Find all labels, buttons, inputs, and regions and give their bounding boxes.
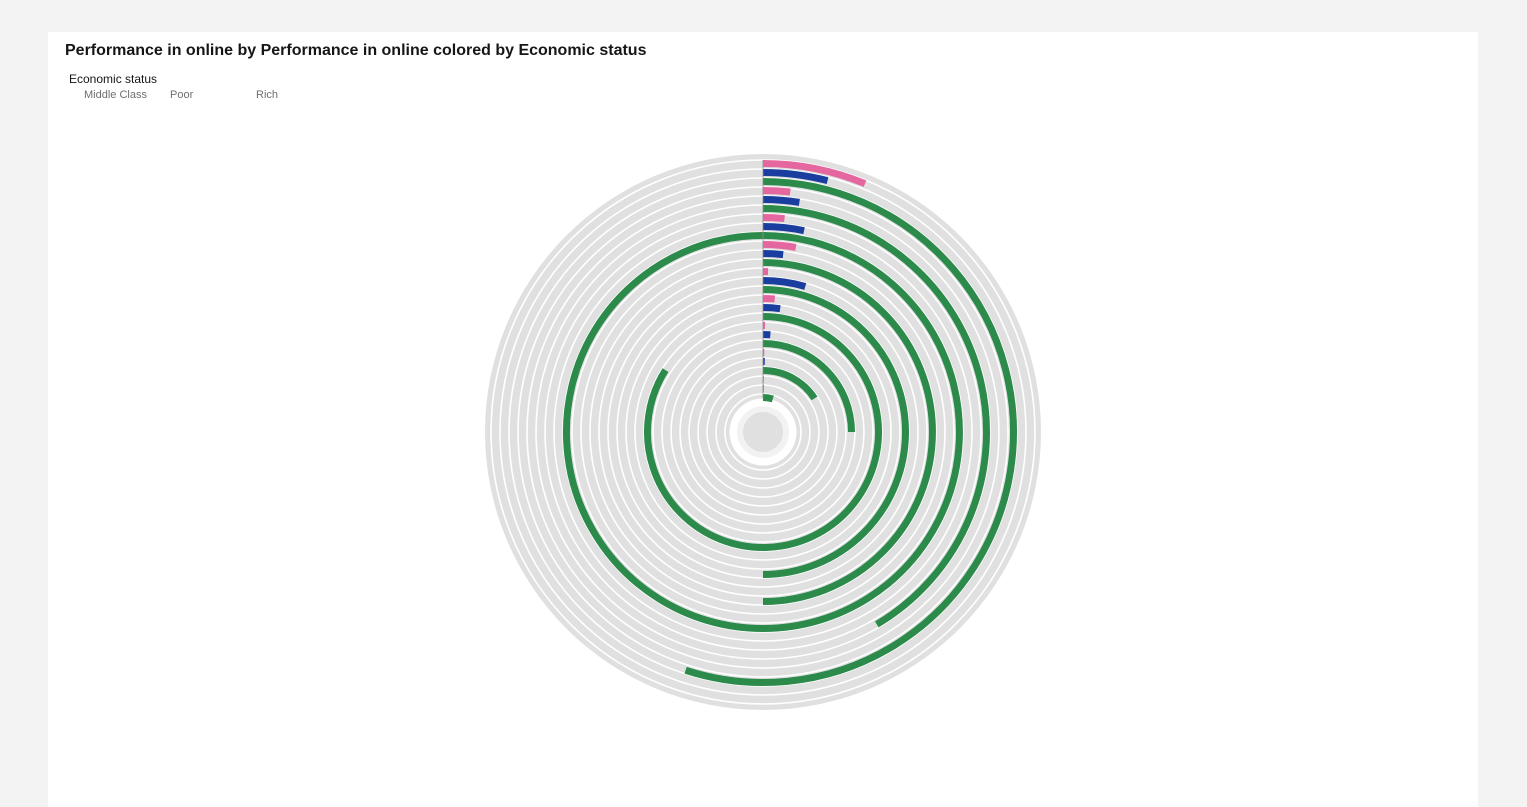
bar-poor-13 bbox=[762, 277, 807, 290]
legend-items: Middle Class Poor Rich bbox=[69, 89, 329, 105]
bar-poor-7 bbox=[762, 223, 805, 235]
bar-rich-17 bbox=[644, 313, 882, 551]
bar-rich-14 bbox=[762, 286, 909, 578]
bar-middle-class-15 bbox=[762, 295, 776, 303]
bar-poor-10 bbox=[762, 250, 784, 259]
bar-rich-2 bbox=[684, 178, 1017, 686]
legend-item-middle-class[interactable]: Middle Class bbox=[84, 89, 147, 101]
bar-rich-11 bbox=[762, 259, 936, 605]
bar-rich-5 bbox=[762, 205, 990, 628]
bar-rich-20 bbox=[762, 340, 855, 433]
bar-rich-8 bbox=[563, 232, 963, 632]
bar-middle-class-3 bbox=[762, 186, 791, 196]
legend-item-rich[interactable]: Rich bbox=[256, 89, 279, 101]
radial-chart bbox=[485, 154, 1041, 710]
bar-middle-class-6 bbox=[762, 213, 785, 223]
chart-card: Performance in online by Performance in … bbox=[48, 32, 1478, 807]
bar-poor-16 bbox=[762, 304, 781, 313]
chart-title: Performance in online by Performance in … bbox=[65, 42, 647, 59]
bar-middle-class-9 bbox=[762, 240, 797, 251]
bar-rich-26 bbox=[762, 394, 774, 403]
legend-title: Economic status bbox=[69, 72, 158, 86]
bar-rich-23 bbox=[762, 367, 818, 401]
legend-item-poor[interactable]: Poor bbox=[170, 89, 194, 101]
radial-hub-center bbox=[743, 412, 783, 452]
legend: Economic status Middle Class Poor Rich bbox=[69, 72, 329, 105]
bar-middle-class-0 bbox=[762, 160, 867, 187]
bar-poor-4 bbox=[762, 196, 800, 206]
bar-poor-1 bbox=[762, 169, 829, 185]
